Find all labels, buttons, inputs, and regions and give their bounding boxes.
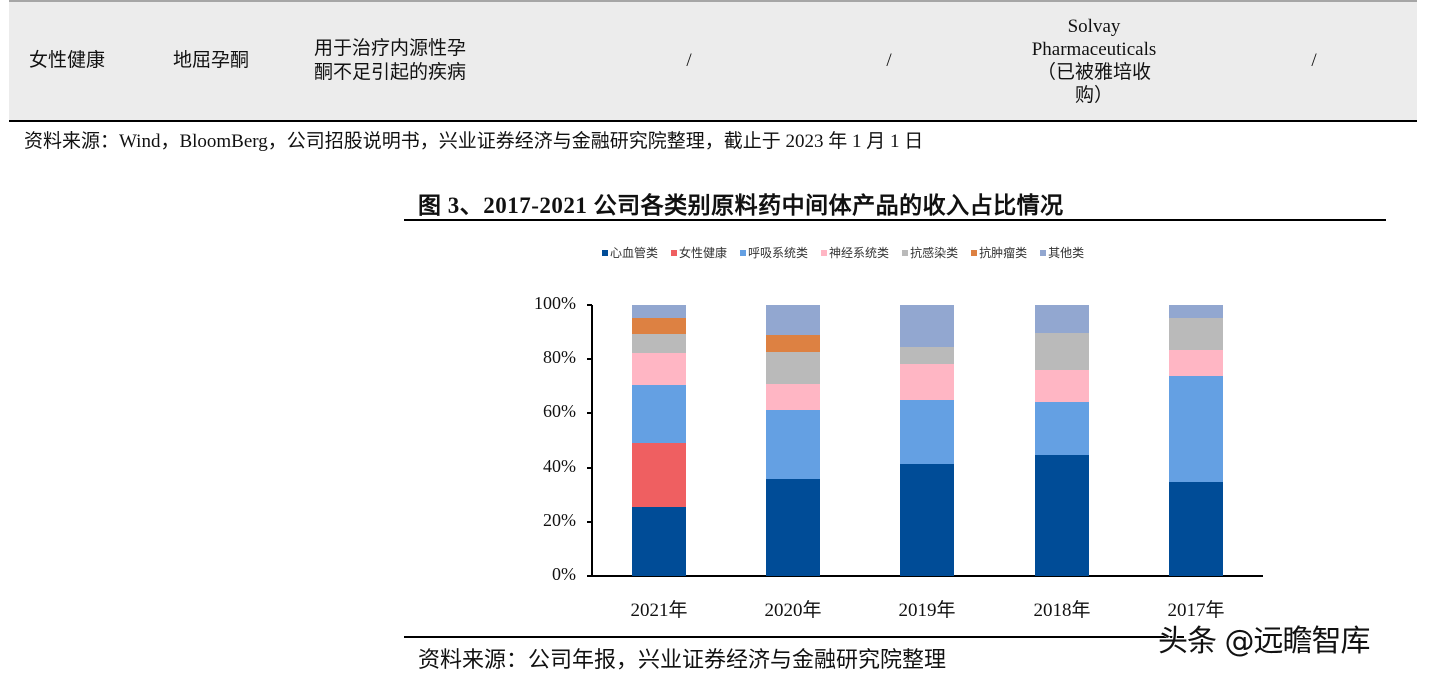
company-line: Pharmaceuticals: [1031, 39, 1157, 60]
bar-segment: [632, 442, 686, 507]
legend-label: 其他类: [1048, 246, 1085, 260]
bar-segment: [632, 334, 686, 353]
empty-cell: /: [686, 50, 692, 71]
x-axis: [591, 575, 1263, 577]
legend-swatch-icon: [971, 249, 978, 256]
bar-segment: [766, 478, 820, 576]
y-tick-label: 0%: [552, 564, 576, 584]
bar-segment: [1035, 305, 1089, 333]
legend-item: 心血管类: [602, 244, 658, 261]
figure-source-note: 资料来源：公司年报，兴业证券经济与金融研究院整理: [418, 647, 947, 672]
table-row: 女性健康 地屈孕酮 用于治疗内源性孕 酮不足引起的疾病 / / Solvay P…: [9, 0, 1417, 122]
legend-label: 神经系统类: [829, 246, 890, 260]
y-tick: [587, 575, 592, 577]
indication-line: 用于治疗内源性孕: [314, 38, 467, 59]
legend-label: 心血管类: [610, 246, 659, 260]
legend-swatch-icon: [602, 249, 608, 256]
empty-cell: /: [886, 50, 892, 71]
legend-item: 女性健康: [671, 244, 727, 261]
x-tick-label: 2020年: [764, 600, 822, 621]
company-line: （已被雅培收: [1036, 62, 1151, 83]
bar-segment: [632, 305, 686, 319]
y-tick-label: 60%: [543, 401, 576, 422]
y-tick: [587, 304, 592, 306]
x-tick-label: 2019年: [898, 600, 956, 621]
bar-segment: [900, 364, 954, 401]
title-divider: [404, 219, 1386, 221]
legend-swatch-icon: [740, 249, 747, 256]
bar-segment: [1169, 318, 1223, 350]
bar-2021年: [632, 305, 686, 576]
y-tick-label: 40%: [543, 455, 576, 476]
drug-cell: 地屈孕酮: [173, 50, 250, 71]
y-tick-label: 80%: [543, 347, 576, 368]
bar-segment: [1035, 455, 1089, 576]
company-line: 购）: [1074, 85, 1113, 106]
bar-segment: [632, 384, 686, 443]
bar-2020年: [766, 305, 820, 576]
company-line: Solvay: [1067, 16, 1121, 37]
legend-label: 呼吸系统类: [748, 246, 809, 260]
bar-2017年: [1169, 305, 1223, 576]
bar-segment: [1169, 376, 1223, 482]
figure-title: 图 3、2017-2021 公司各类别原料药中间体产品的收入占比情况: [418, 193, 1064, 218]
legend-swatch-icon: [1040, 249, 1047, 256]
bar-segment: [766, 335, 820, 352]
bar-segment: [1035, 402, 1089, 456]
y-tick: [587, 358, 592, 361]
legend-item: 抗感染类: [902, 244, 958, 261]
bar-segment: [632, 506, 686, 576]
bar-segment: [900, 400, 954, 465]
x-tick-label: 2018年: [1033, 600, 1091, 621]
y-tick: [587, 520, 592, 523]
figure-bottom-divider: [404, 636, 1184, 638]
bar-segment: [1169, 481, 1223, 576]
x-tick-label: 2021年: [630, 600, 688, 621]
y-tick: [587, 466, 592, 469]
empty-cell: /: [1311, 50, 1317, 71]
y-axis: [591, 305, 593, 577]
bar-segment: [1169, 305, 1223, 319]
bar-segment: [632, 353, 686, 385]
legend-label: 抗感染类: [910, 246, 959, 260]
legend-item: 呼吸系统类: [740, 244, 808, 261]
bar-segment: [766, 409, 820, 479]
bar-2018年: [1035, 305, 1089, 576]
bar-segment: [1169, 350, 1223, 377]
chart-legend: 心血管类 女性健康 呼吸系统类 神经系统类 抗感染类 抗肿瘤类 其他类: [602, 244, 1084, 261]
legend-swatch-icon: [821, 249, 828, 256]
legend-item: 抗肿瘤类: [971, 244, 1027, 261]
watermark: 头条 @远瞻智库: [1158, 624, 1371, 659]
legend-label: 女性健康: [679, 246, 728, 260]
y-tick-label: 100%: [534, 293, 576, 313]
bar-segment: [766, 384, 820, 410]
indication-line: 酮不足引起的疾病: [314, 62, 467, 83]
bar-segment: [1035, 370, 1089, 403]
category-cell: 女性健康: [29, 50, 106, 71]
company-cell: Solvay Pharmaceuticals （已被雅培收 购）: [994, 2, 1194, 120]
bar-segment: [632, 318, 686, 335]
x-tick-label: 2017年: [1167, 600, 1225, 621]
y-tick: [587, 412, 592, 415]
table-source-note: 资料来源：Wind，BloomBerg，公司招股说明书，兴业证券经济与金融研究院…: [24, 131, 924, 152]
legend-swatch-icon: [902, 249, 909, 256]
bar-segment: [900, 347, 954, 365]
y-tick-label: 20%: [543, 509, 576, 530]
bar-segment: [766, 305, 820, 336]
bar-segment: [766, 351, 820, 385]
legend-item: 其他类: [1040, 244, 1084, 261]
bar-segment: [1035, 332, 1089, 371]
legend-swatch-icon: [671, 249, 678, 256]
bar-2019年: [900, 305, 954, 576]
legend-item: 神经系统类: [821, 244, 889, 261]
bar-segment: [900, 305, 954, 348]
indication-cell: 用于治疗内源性孕 酮不足引起的疾病: [314, 2, 534, 120]
legend-label: 抗肿瘤类: [979, 246, 1028, 260]
bar-segment: [900, 464, 954, 576]
